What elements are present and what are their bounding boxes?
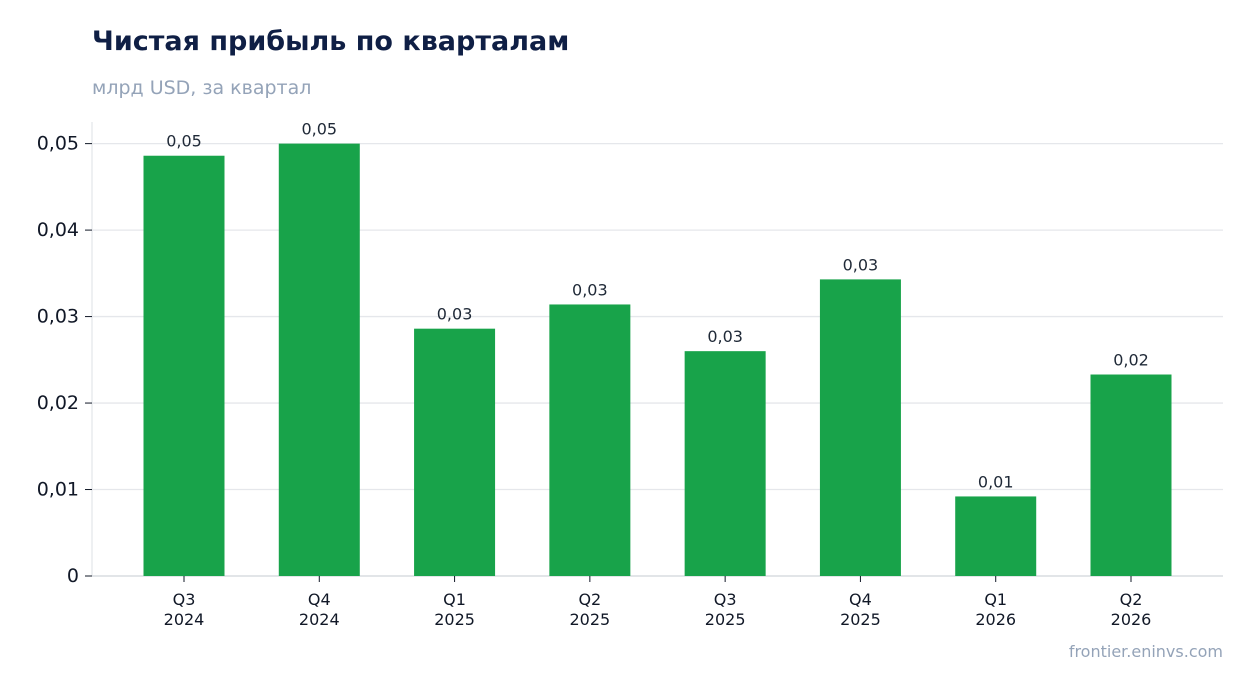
chart-title: Чистая прибыль по кварталам: [92, 26, 570, 57]
chart-subtitle: млрд USD, за квартал: [92, 77, 312, 99]
data-label: 0,03: [572, 280, 608, 299]
data-label: 0,05: [301, 120, 337, 139]
bar: [955, 496, 1037, 576]
x-tick-label-quarter: Q3: [714, 590, 737, 609]
data-label: 0,01: [978, 472, 1014, 491]
data-label: 0,05: [166, 132, 202, 151]
bar: [819, 279, 901, 576]
bar: [549, 304, 631, 576]
x-tick-label-year: 2024: [299, 610, 340, 629]
y-tick-label: 0,02: [37, 392, 79, 414]
x-tick-label-year: 2025: [705, 610, 746, 629]
x-tick-label-year: 2024: [164, 610, 205, 629]
x-tick-label-quarter: Q4: [849, 590, 872, 609]
y-tick-label: 0: [67, 565, 79, 587]
bar: [143, 155, 225, 576]
gridlines: [92, 142, 1223, 491]
x-tick-label-quarter: Q4: [308, 590, 331, 609]
x-tick-label-year: 2026: [975, 610, 1016, 629]
x-tick-label-quarter: Q1: [443, 590, 466, 609]
bar: [278, 143, 360, 576]
x-tick-label-year: 2025: [569, 610, 610, 629]
x-tick-label-year: 2026: [1111, 610, 1152, 629]
y-tick-label: 0,03: [37, 306, 79, 328]
data-labels: 0,05 0,05 0,03 0,03 0,03 0,03 0,01 0,02: [166, 120, 1149, 492]
data-label: 0,02: [1113, 351, 1149, 370]
y-tick-label: 0,04: [37, 219, 79, 241]
bar: [684, 351, 766, 576]
watermark: frontier.eninvs.com: [1068, 642, 1223, 661]
data-label: 0,03: [707, 327, 743, 346]
x-axis-ticks: Q32024Q42024Q12025Q22025Q32025Q42025Q120…: [164, 576, 1152, 629]
x-tick-label-quarter: Q2: [1120, 590, 1143, 609]
y-tick-label: 0,05: [37, 133, 79, 155]
data-label: 0,03: [843, 255, 879, 274]
bar: [414, 328, 496, 576]
x-tick-label-quarter: Q3: [173, 590, 196, 609]
bar: [1090, 374, 1172, 576]
x-tick-label-year: 2025: [434, 610, 475, 629]
y-tick-label: 0,01: [37, 479, 79, 501]
data-label: 0,03: [437, 305, 473, 324]
x-tick-label-quarter: Q1: [984, 590, 1007, 609]
bars: [143, 143, 1172, 576]
y-axis-ticks: 0 0,01 0,02 0,03 0,04 0,05: [37, 133, 92, 587]
axes: [91, 122, 1223, 577]
x-tick-label-quarter: Q2: [578, 590, 601, 609]
x-tick-label-year: 2025: [840, 610, 881, 629]
